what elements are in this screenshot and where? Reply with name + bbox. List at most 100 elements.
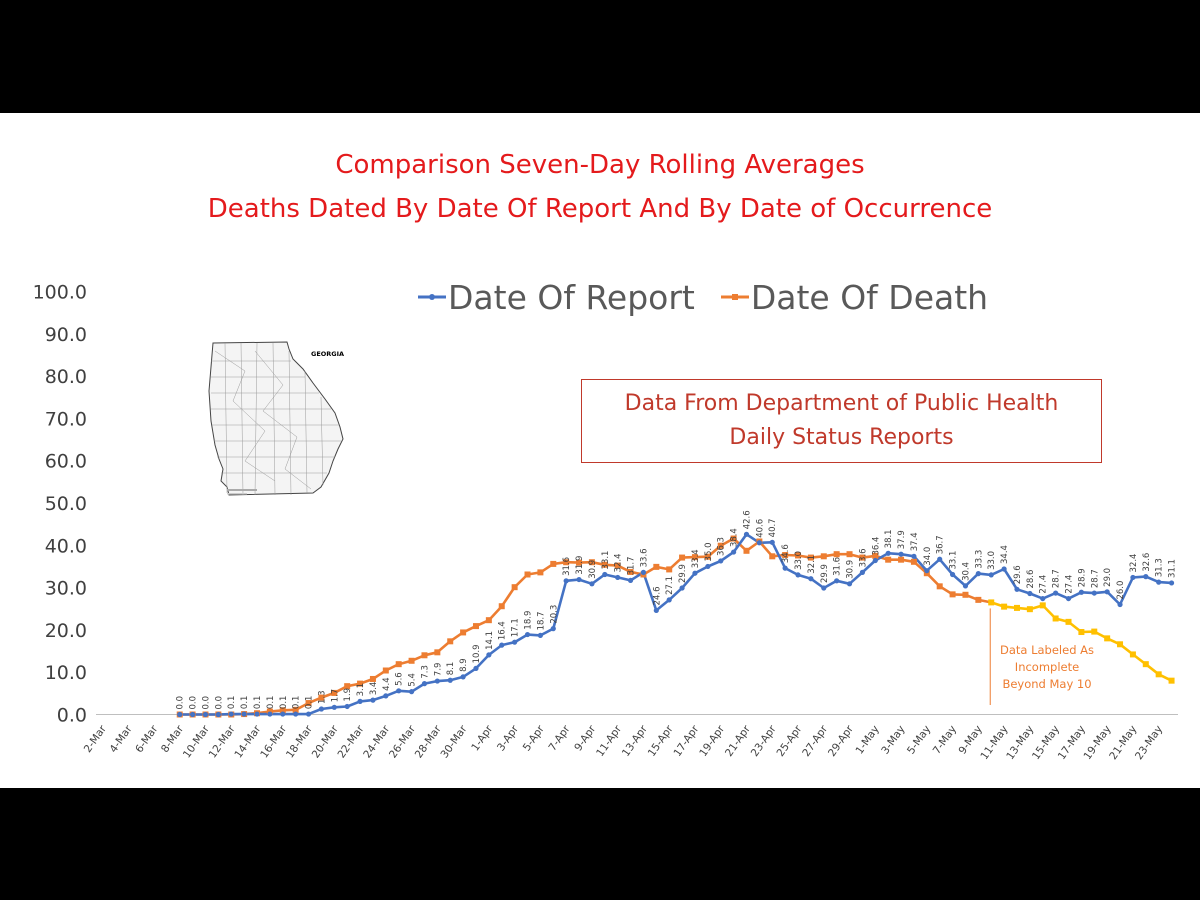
report-point [602,571,608,578]
death-point [563,559,570,566]
death-point [576,559,583,566]
death-point [395,661,402,668]
report-point [821,585,827,591]
report-data-label: 4.4 [382,677,392,691]
y-tick-label: 100.0 [33,282,87,304]
report-point [1143,574,1149,580]
report-data-label: 31.3 [1155,558,1165,577]
x-tick-label: 25-Apr [775,723,805,759]
report-data-label: 10.9 [472,644,482,663]
report-point [834,578,840,584]
report-point [202,711,209,718]
death-point [807,554,814,561]
y-tick-label: 10.0 [45,662,87,684]
report-point [1130,574,1136,581]
report-data-label: 29.6 [1013,565,1023,584]
death-point [292,706,299,713]
death-point [279,707,286,714]
death-point [460,629,467,636]
report-data-label: 0.1 [279,696,289,710]
x-tick-label: 23-Apr [749,723,779,759]
report-point [254,711,260,717]
report-point [267,711,273,717]
report-data-label: 36.7 [936,535,946,554]
report-data-label: 27.1 [665,576,675,595]
report-data-label: 0.1 [253,696,263,710]
death-point [795,552,802,559]
report-data-label: 32.4 [1129,554,1139,573]
report-point [666,597,672,603]
report-point [705,563,711,570]
report-data-label: 18.7 [536,611,546,630]
report-data-label: 7.3 [420,665,430,679]
death-point [1104,635,1111,642]
report-data-label: 38.4 [730,528,740,547]
report-point [937,556,943,562]
georgia-map-image: GEORGIA [205,341,350,499]
death-point [627,568,634,575]
report-data-label: 37.9 [897,530,907,549]
report-data-label: 33.3 [974,550,984,569]
report-point [563,578,569,584]
death-point [511,584,518,591]
x-tick-label: 5-Apr [521,723,548,754]
death-point [743,547,750,554]
chart-legend: Date Of Report Date Of Death [418,275,1014,319]
death-point [1142,661,1149,668]
report-point [627,577,634,584]
report-data-label: 0.1 [266,696,276,710]
y-tick-label: 60.0 [45,451,87,473]
chart-subtitle: Deaths Dated By Date Of Report And By Da… [207,194,993,224]
report-point [486,652,492,658]
report-data-label: 31.7 [627,556,637,575]
death-point [614,562,621,569]
report-point [679,585,685,591]
x-tick-label: 30-Mar [439,723,470,761]
source-line-2: Daily Status Reports [729,425,954,450]
report-point [460,674,466,680]
report-point [769,539,775,545]
death-point [472,623,479,630]
x-tick-label: 13-Apr [620,723,650,759]
report-point [975,571,981,577]
report-data-label: 3.1 [356,683,366,697]
death-point [524,571,531,578]
report-data-label: 33.1 [601,551,611,570]
death-point [344,683,351,690]
death-point [962,591,969,598]
death-point [318,694,325,701]
x-tick-label: 2-Mar [82,723,110,755]
report-point [318,706,325,712]
report-data-label: 30.9 [588,560,598,579]
report-data-label: 32.6 [1142,553,1152,572]
slide: Comparison Seven-Day Rolling Averages De… [0,113,1200,788]
y-tick-label: 20.0 [45,620,87,642]
report-point [859,569,866,575]
death-point [550,560,557,567]
report-point [756,540,762,546]
death-point [331,689,338,696]
report-point [344,703,350,710]
death-point [1168,677,1175,684]
death-point [1091,628,1098,635]
report-point [1027,590,1033,597]
report-point [924,568,930,574]
death-point [1039,602,1046,609]
legend-label-death: Date Of Death [750,277,989,317]
report-data-label: 37.4 [910,532,920,551]
report-point [640,569,647,575]
y-tick-label: 90.0 [45,324,87,346]
report-data-label: 35.0 [704,543,714,562]
death-point [1026,606,1033,613]
y-tick-label: 0.0 [57,705,87,727]
report-data-label: 29.9 [678,564,688,583]
death-point [653,563,660,570]
report-data-label: 16.4 [498,621,508,640]
report-data-label: 31.1 [1168,559,1178,578]
incomplete-annotation: Data Labeled As Incomplete Beyond May 10 [1000,643,1094,691]
death-point [1078,629,1085,636]
report-point [1040,595,1046,602]
report-data-label: 28.9 [1077,568,1087,587]
report-point [396,688,402,694]
death-point [498,603,505,610]
